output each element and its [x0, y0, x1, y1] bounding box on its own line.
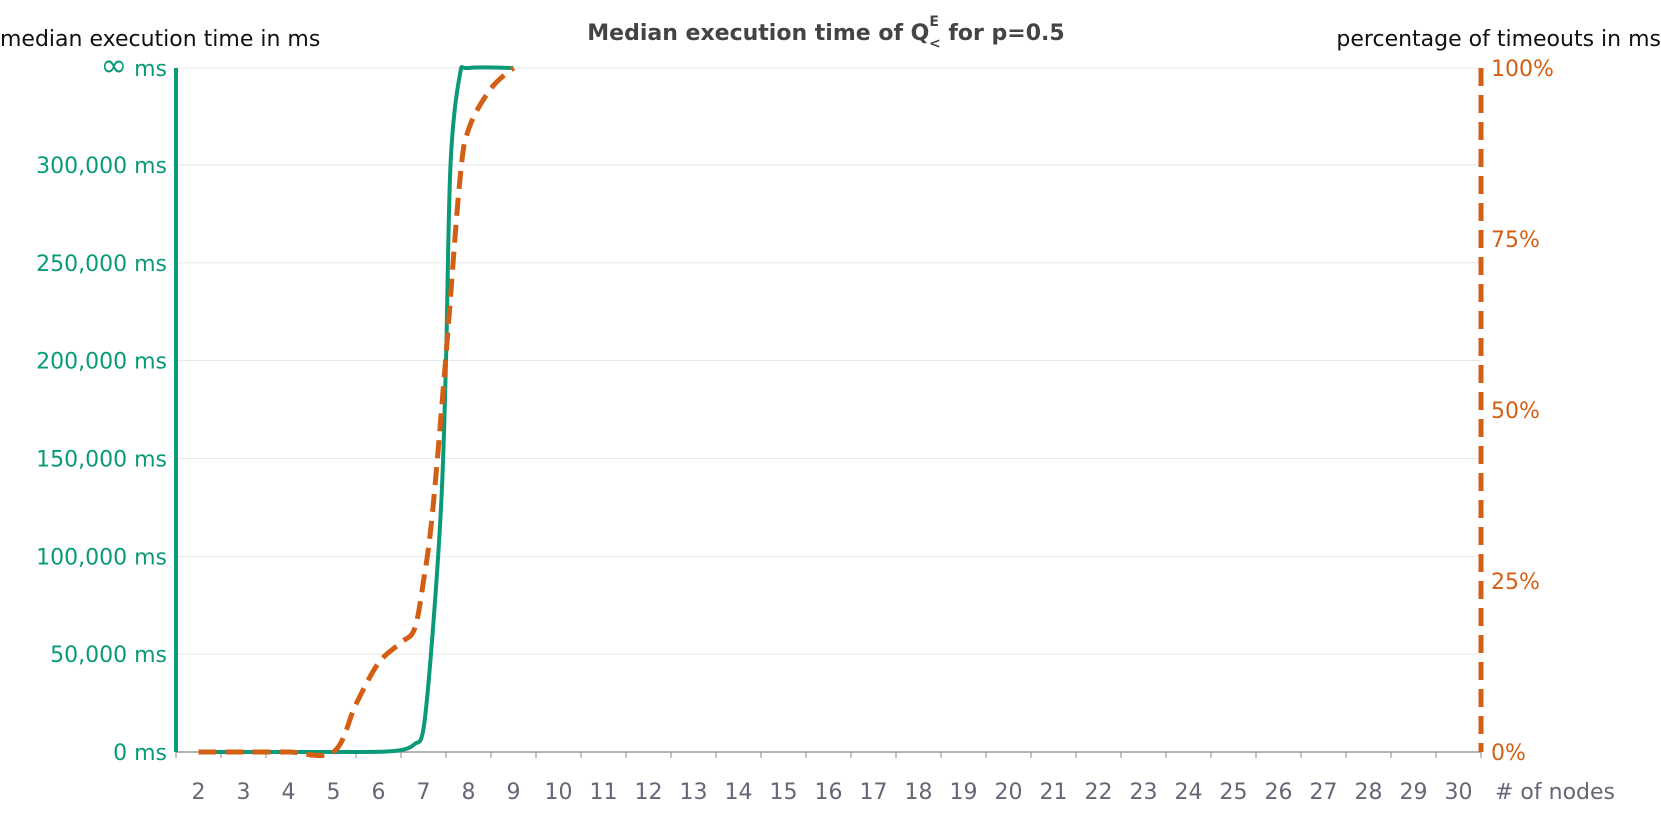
- y-tick-label-left: 200,000 ms: [36, 350, 167, 375]
- x-tick-label: 13: [680, 780, 708, 805]
- y-tick-label-left: 100,000 ms: [36, 545, 167, 570]
- grid-lines: [176, 67, 1481, 753]
- x-tick-label: 14: [725, 780, 753, 805]
- x-tick-label: 23: [1130, 780, 1158, 805]
- x-tick-label: 28: [1355, 780, 1383, 805]
- x-tick-label: 17: [860, 780, 888, 805]
- y-tick-label-right: 25%: [1491, 570, 1540, 595]
- x-tick-label: 29: [1400, 780, 1428, 805]
- y-tick-label-left: 0 ms: [113, 741, 167, 766]
- x-tick-label: 15: [770, 780, 798, 805]
- left-axis-title: median execution time in ms: [0, 27, 320, 52]
- x-tick-label: 6: [372, 780, 386, 805]
- series-line-execution-time: [198, 64, 514, 755]
- x-tick-label: 21: [1040, 780, 1068, 805]
- x-tick-label: 22: [1085, 780, 1113, 805]
- title-prefix: Median execution time of Q: [587, 21, 929, 46]
- x-axis-label: # of nodes: [1495, 780, 1615, 805]
- y-tick-label-right: 100%: [1491, 57, 1554, 82]
- x-tick-label: 4: [282, 780, 296, 805]
- axes: [174, 68, 1484, 758]
- series-line-timeouts: [198, 66, 516, 759]
- x-tick-label: 10: [545, 780, 573, 805]
- x-tick-label: 16: [815, 780, 843, 805]
- y-tick-label-left: 150,000 ms: [36, 448, 167, 473]
- y-tick-label-right: 75%: [1491, 228, 1540, 253]
- x-tick-label: 25: [1220, 780, 1248, 805]
- y-tick-label-left: 50,000 ms: [50, 643, 167, 668]
- x-tick-label: 26: [1265, 780, 1293, 805]
- y-tick-label-right: 50%: [1491, 399, 1540, 424]
- chart-title: Median execution time of QE < for p=0.5: [587, 14, 1064, 52]
- x-tick-label: 20: [995, 780, 1023, 805]
- x-tick-label: 7: [417, 780, 431, 805]
- series: [198, 64, 516, 759]
- x-tick-label: 30: [1445, 780, 1473, 805]
- x-tick-label: 24: [1175, 780, 1203, 805]
- title-superscript: E: [929, 14, 939, 30]
- title-subscript: <: [929, 36, 941, 52]
- x-tick-label: 19: [950, 780, 978, 805]
- tick-labels: 0 ms 50,000 ms 100,000 ms 150,000 ms 200,000…: [36, 46, 1554, 805]
- title-suffix: for p=0.5: [941, 21, 1065, 46]
- x-tick-label: 27: [1310, 780, 1338, 805]
- x-tick-label: 11: [590, 780, 618, 805]
- x-tick-label: 2: [192, 780, 206, 805]
- x-tick-label: 5: [327, 780, 341, 805]
- right-axis-title: percentage of timeouts in ms: [1336, 27, 1661, 52]
- x-tick-label: 8: [462, 780, 476, 805]
- y-tick-label-left: 300,000 ms: [36, 154, 167, 179]
- y-tick-label-infinity: ∞ ms: [100, 46, 167, 84]
- y-tick-label-right: 0%: [1491, 741, 1526, 766]
- y-tick-label-left: 250,000 ms: [36, 252, 167, 277]
- x-tick-label: 9: [507, 780, 521, 805]
- x-tick-label: 12: [635, 780, 663, 805]
- x-tick-label: 3: [237, 780, 251, 805]
- x-tick-label: 18: [905, 780, 933, 805]
